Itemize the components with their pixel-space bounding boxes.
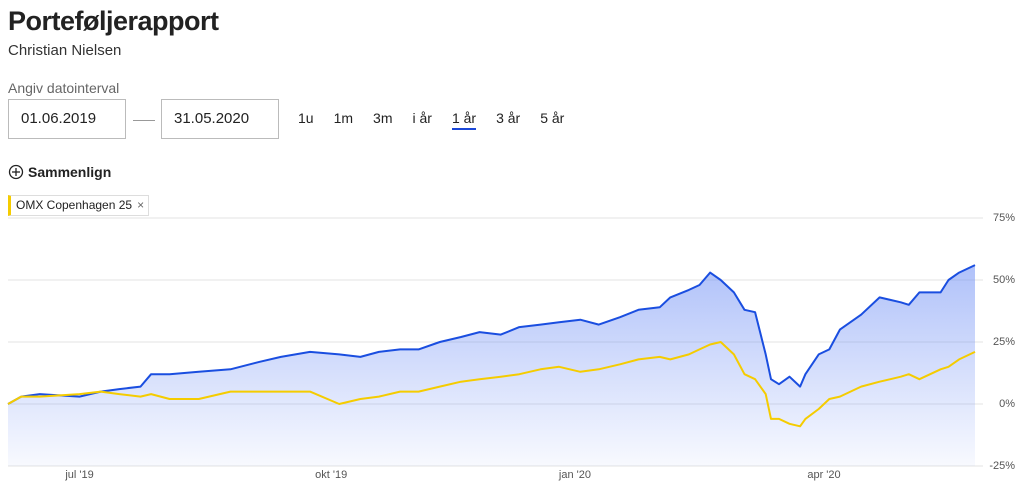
area — [8, 265, 975, 466]
y-tick-label: 0% — [999, 398, 1015, 410]
y-tick-label: 50% — [993, 274, 1015, 286]
date-range-label: Angiv datointerval — [8, 80, 120, 96]
period-button[interactable]: 3 år — [496, 110, 521, 126]
x-tick-label: okt '19 — [315, 469, 347, 481]
date-to-input[interactable]: 31.05.2020 — [161, 99, 279, 139]
period-button[interactable]: 5 år — [540, 110, 565, 126]
page-title: Porteføljerapport — [8, 6, 219, 36]
compare-button[interactable]: Sammenlign — [8, 164, 111, 180]
x-tick-label: apr '20 — [807, 469, 840, 481]
line — [7, 264, 976, 405]
x-tick-label: jan '20 — [558, 469, 591, 481]
period-button[interactable]: i år — [412, 110, 432, 126]
legend-chip: OMX Copenhagen 25 × — [8, 195, 150, 216]
date-separator — [133, 120, 155, 121]
period-button[interactable]: 1m — [333, 110, 354, 126]
period-button[interactable]: 1 år — [451, 108, 477, 130]
remove-button[interactable]: × — [137, 198, 145, 212]
line — [7, 341, 976, 428]
period-button[interactable]: 1u — [298, 110, 314, 126]
y-tick-label: -25% — [989, 460, 1015, 472]
compare-label: Sammenlign — [28, 164, 112, 180]
x-tick-label: jul '19 — [64, 469, 93, 481]
y-tick-label: 25% — [993, 336, 1015, 348]
y-tick-label: 75% — [993, 212, 1015, 224]
page-subtitle: Christian Nielsen — [8, 42, 122, 59]
plus-icon — [8, 164, 24, 180]
period-button[interactable]: 3m — [373, 110, 393, 126]
period-selector: 1u 1m 3m i år 1 år 3 år 5 år — [298, 108, 584, 130]
legend-label: OMX Copenhagen 25 — [16, 198, 133, 212]
date-from-input[interactable]: 01.06.2019 — [8, 99, 126, 139]
